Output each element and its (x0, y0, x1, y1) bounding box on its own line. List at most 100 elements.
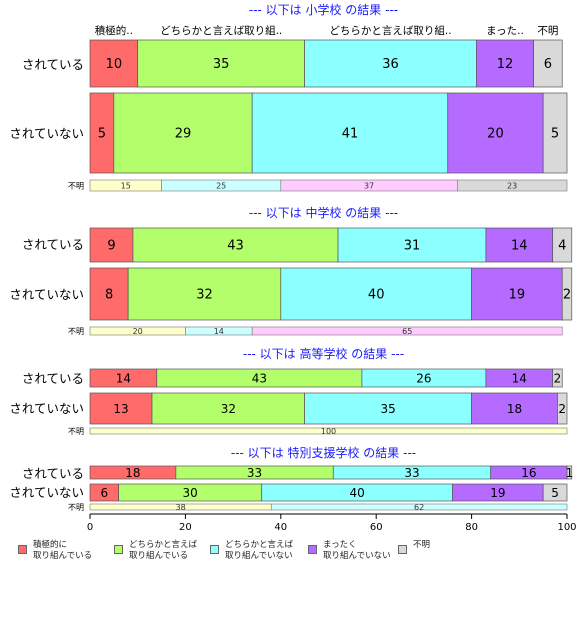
bar-value-label: 33 (404, 466, 419, 480)
na-value-label: 25 (216, 182, 226, 191)
bar-segment (552, 368, 563, 388)
bar-segment (533, 39, 563, 88)
na-segment (270, 503, 568, 511)
bar-value-label: 9 (107, 239, 115, 254)
header-label: 積極的.. (95, 24, 133, 37)
legend-label: 不明 (413, 540, 431, 550)
bar-value-label: 8 (105, 288, 113, 303)
bar-segment (561, 267, 573, 321)
header-label: 不明 (537, 25, 558, 37)
bar-value-label: 6 (100, 486, 108, 500)
bar-value-label: 14 (511, 239, 528, 254)
legend-swatch (398, 545, 407, 554)
bar-value-label: 12 (497, 57, 514, 72)
legend-item: 積極的に 取り組んでいる (18, 540, 92, 562)
bar-segment (280, 267, 472, 321)
bar-segment (542, 483, 568, 502)
header-label: どちらかと言えば取り組.. (160, 24, 282, 37)
bar-segment (89, 227, 134, 263)
bar-segment (485, 227, 554, 263)
legend: 積極的に 取り組んでいる どちらかと言えば 取り組んでいる どちらかと言えば 取り組… (18, 540, 578, 580)
bar-segment (132, 227, 339, 263)
bar-value-label: 41 (342, 127, 359, 142)
legend-item: どちらかと言えば 取り組んでいる (114, 540, 197, 562)
legend-swatch (308, 545, 317, 554)
legend-label: 積極的に 取り組んでいる (33, 540, 93, 561)
bar-segment (447, 92, 544, 174)
x-tick-label: 80 (465, 522, 478, 533)
bar-value-label: 16 (521, 466, 536, 480)
x-tick-label: 100 (557, 522, 576, 533)
bar-value-label: 19 (509, 288, 526, 303)
na-value-label: 62 (414, 503, 424, 512)
panel-title: --- 以下は 特別支援学校 の結果 --- (231, 445, 416, 460)
na-value-label: 100 (321, 427, 336, 436)
legend-swatch (210, 545, 219, 554)
bar-segment (113, 92, 253, 174)
bar-value-label: 40 (368, 288, 385, 303)
bar-segment (89, 267, 129, 321)
bar-value-label: 35 (213, 57, 230, 72)
bar-value-label: 29 (175, 127, 192, 142)
bar-segment (552, 227, 573, 263)
legend-swatch (114, 545, 123, 554)
x-tick-label: 0 (87, 522, 93, 533)
panel-title: --- 以下は 小学校 の結果 --- (249, 2, 398, 17)
na-label: 不明 (68, 427, 84, 436)
bar-value-label: 26 (416, 371, 431, 385)
bar-value-label: 40 (349, 486, 364, 500)
legend-item: どちらかと言えば 取り組んでいない (210, 540, 293, 562)
row-label: されている (22, 371, 84, 386)
bar-segment (476, 39, 534, 88)
na-value-label: 23 (507, 182, 517, 191)
row-label: されていない (9, 401, 84, 416)
bar-value-label: 5 (551, 486, 559, 500)
bar-value-label: 43 (227, 239, 244, 254)
legend-swatch (18, 545, 27, 554)
bar-value-label: 5 (551, 127, 559, 142)
bar-value-label: 1 (566, 466, 574, 480)
bar-value-label: 35 (380, 402, 395, 416)
bar-segment (566, 465, 573, 480)
bar-segment (557, 392, 568, 425)
x-tick-label: 40 (274, 522, 287, 533)
bar-value-label: 18 (125, 466, 140, 480)
legend-label: どちらかと言えば 取り組んでいない (225, 540, 294, 561)
bar-value-label: 2 (563, 288, 571, 303)
x-tick-label: 60 (370, 522, 383, 533)
bar-segment (304, 392, 472, 425)
legend-label: まったく 取り組んでいない (323, 540, 391, 561)
na-value-label: 37 (364, 182, 374, 191)
legend-item: 不明 (398, 540, 430, 554)
legend-item: まったく 取り組んでいない (308, 540, 391, 562)
bar-value-label: 36 (382, 57, 399, 72)
row-label: されている (22, 466, 84, 481)
row-label: されていない (9, 485, 84, 500)
bar-value-label: 32 (196, 288, 213, 303)
na-value-label: 20 (133, 327, 143, 336)
row-label: されていない (9, 126, 84, 141)
bar-segment (542, 92, 568, 174)
bar-value-label: 31 (404, 239, 421, 254)
na-label: 不明 (68, 327, 84, 336)
bar-segment (151, 392, 305, 425)
bar-value-label: 10 (106, 57, 123, 72)
bar-segment (137, 39, 305, 88)
row-label: されている (22, 237, 84, 252)
bar-value-label: 18 (507, 402, 522, 416)
bar-segment (304, 39, 477, 88)
x-tick-label: 20 (179, 522, 192, 533)
panel-title: --- 以下は 高等学校 の結果 --- (243, 346, 404, 361)
bar-value-label: 33 (247, 466, 262, 480)
bar-value-label: 4 (558, 239, 566, 254)
na-value-label: 65 (402, 327, 412, 336)
bar-segment (127, 267, 282, 321)
bar-segment (471, 392, 558, 425)
bar-value-label: 20 (487, 127, 504, 142)
bar-value-label: 14 (116, 371, 131, 385)
bar-value-label: 13 (113, 402, 128, 416)
na-label: 不明 (68, 503, 84, 512)
na-value-label: 38 (176, 503, 186, 512)
